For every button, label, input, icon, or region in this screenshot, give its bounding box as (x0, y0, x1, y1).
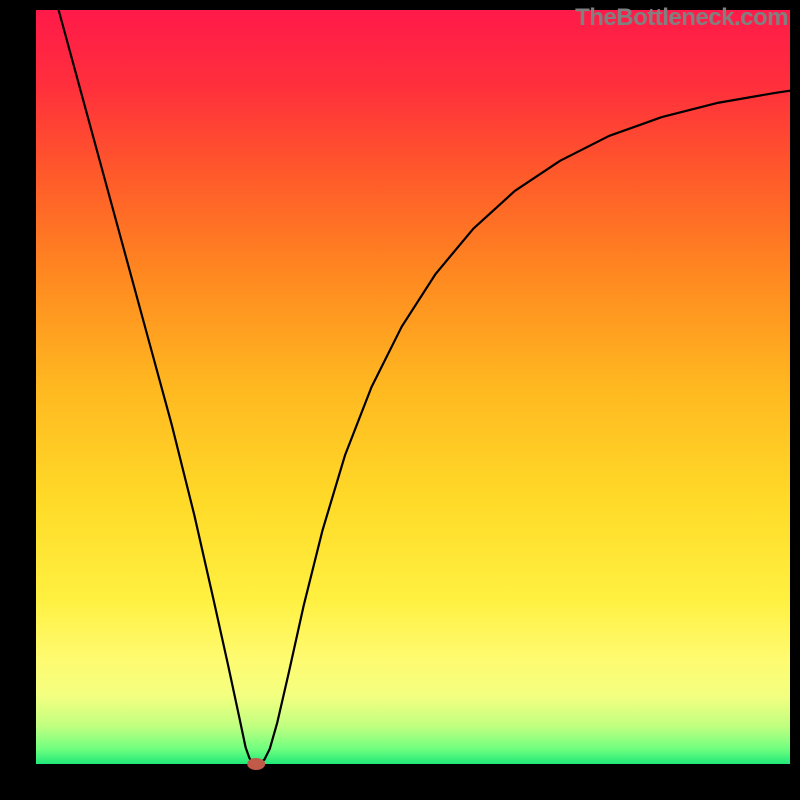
minimum-marker (247, 758, 265, 770)
bottleneck-chart (0, 0, 800, 800)
watermark-text: TheBottleneck.com (575, 4, 788, 32)
chart-container: { "watermark": "TheBottleneck.com", "cha… (0, 0, 800, 800)
plot-gradient-background (36, 10, 790, 764)
